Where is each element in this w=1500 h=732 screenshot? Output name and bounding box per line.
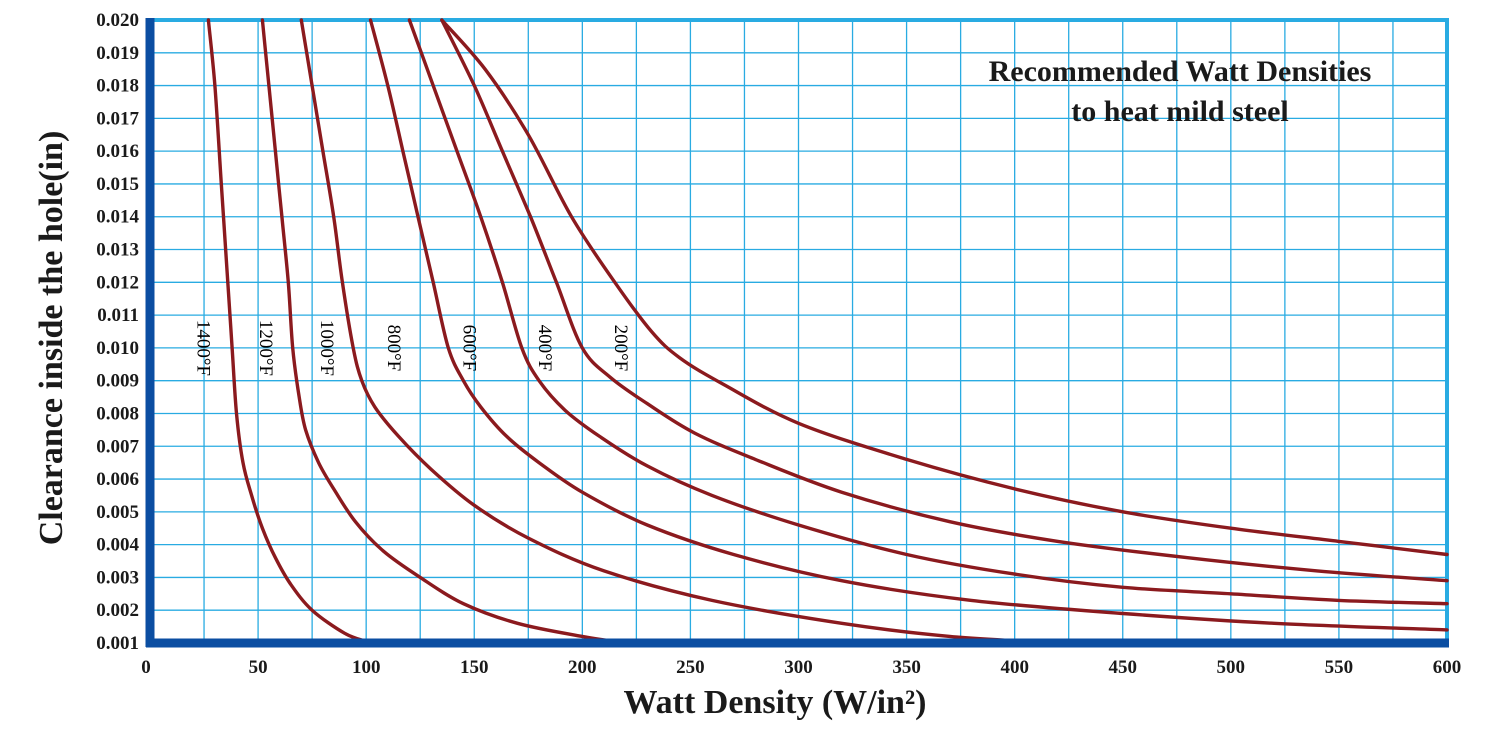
y-tick-label: 0.015 bbox=[96, 174, 139, 195]
y-tick-label: 0.007 bbox=[96, 436, 139, 457]
y-tick-label: 0.003 bbox=[96, 567, 139, 588]
x-tick-label: 350 bbox=[892, 657, 921, 678]
curve-labels: 1400°F 1200°F 1000°F 800°F 600°F 400°F 200°F bbox=[193, 320, 631, 376]
y-tick-label: 0.016 bbox=[96, 141, 139, 162]
y-tick-label: 0.009 bbox=[96, 371, 139, 392]
x-tick-label: 300 bbox=[784, 657, 813, 678]
y-tick-label: 0.019 bbox=[96, 43, 139, 64]
x-tick-label: 600 bbox=[1433, 657, 1462, 678]
curve-1400f bbox=[206, 18, 377, 645]
x-tick-label: 450 bbox=[1109, 657, 1138, 678]
y-tick-label: 0.002 bbox=[96, 600, 139, 621]
y-tick-label: 0.006 bbox=[96, 469, 139, 490]
x-tick-label: 0 bbox=[141, 657, 151, 678]
curve-label-600f: 600°F bbox=[458, 325, 479, 372]
curve-600f bbox=[407, 18, 1449, 606]
x-tick-label: 250 bbox=[676, 657, 705, 678]
curve-200f bbox=[440, 18, 1449, 557]
y-tick-label: 0.010 bbox=[96, 338, 139, 359]
curve-1000f bbox=[299, 18, 1060, 645]
curve-800f bbox=[368, 18, 1449, 632]
curve-label-1400f: 1400°F bbox=[193, 320, 214, 376]
y-tick-label: 0.018 bbox=[96, 76, 139, 97]
y-tick-label: 0.004 bbox=[96, 535, 139, 556]
curve-400f bbox=[440, 18, 1449, 583]
y-axis-title: Clearance inside the hole(in) bbox=[33, 131, 70, 546]
y-tick-label: 0.005 bbox=[96, 502, 139, 523]
y-tick-label: 0.001 bbox=[96, 633, 139, 654]
x-tick-label: 100 bbox=[352, 657, 381, 678]
curves bbox=[206, 18, 1449, 645]
chart-title-line-2: to heat mild steel bbox=[1071, 95, 1288, 128]
axes bbox=[145, 18, 1449, 648]
x-tick-label: 500 bbox=[1217, 657, 1246, 678]
y-tick-label: 0.013 bbox=[96, 240, 139, 261]
y-tick-labels: 0.020 0.019 0.018 0.017 0.016 0.015 0.014 0.013… bbox=[96, 10, 139, 654]
grid-lines bbox=[150, 20, 1447, 643]
y-tick-label: 0.008 bbox=[96, 404, 139, 425]
chart-title: Recommended Watt Densities to heat mild … bbox=[989, 55, 1372, 128]
y-tick-label: 0.011 bbox=[97, 305, 139, 326]
curve-label-200f: 200°F bbox=[610, 325, 631, 372]
y-tick-label: 0.020 bbox=[96, 10, 139, 31]
x-tick-label: 400 bbox=[1000, 657, 1029, 678]
y-tick-label: 0.017 bbox=[96, 108, 139, 129]
x-tick-label: 150 bbox=[460, 657, 489, 678]
x-tick-labels: 0 50 100 150 200 250 300 350 400 450 500 550 600 bbox=[141, 657, 1461, 678]
curve-label-400f: 400°F bbox=[534, 325, 555, 372]
curve-label-1000f: 1000°F bbox=[316, 320, 337, 376]
curve-label-800f: 800°F bbox=[383, 325, 404, 372]
x-axis-title: Watt Density (W/in²) bbox=[624, 684, 927, 721]
y-tick-label: 0.014 bbox=[96, 207, 139, 228]
x-tick-label: 550 bbox=[1325, 657, 1354, 678]
x-tick-label: 50 bbox=[249, 657, 268, 678]
y-tick-label: 0.012 bbox=[96, 272, 139, 293]
curve-1200f bbox=[260, 18, 628, 645]
curve-label-1200f: 1200°F bbox=[255, 320, 276, 376]
chart-title-line-1: Recommended Watt Densities bbox=[989, 55, 1372, 88]
x-tick-label: 200 bbox=[568, 657, 597, 678]
